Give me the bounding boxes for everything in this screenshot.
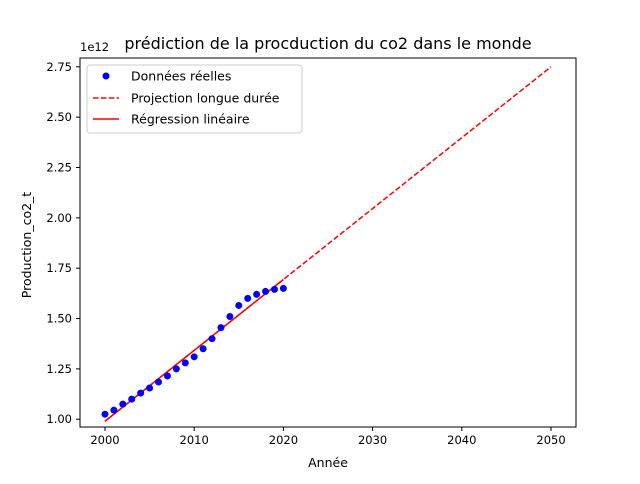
legend-marker-scatter xyxy=(102,72,110,80)
data-point xyxy=(199,345,207,353)
y-tick-label: 1.25 xyxy=(46,362,72,376)
data-point xyxy=(279,284,287,292)
data-point xyxy=(270,285,278,293)
x-tick-label: 2010 xyxy=(180,433,209,447)
x-tick-label: 2040 xyxy=(447,433,476,447)
legend: Données réelles Projection longue durée … xyxy=(86,64,303,134)
x-axis-label: Année xyxy=(308,455,348,470)
data-point xyxy=(137,389,145,397)
y-tick-label: 1.50 xyxy=(46,312,72,326)
y-tick-label: 2.25 xyxy=(46,160,72,174)
data-point xyxy=(235,301,243,309)
data-point xyxy=(244,294,252,302)
data-point xyxy=(208,335,216,343)
data-point xyxy=(253,290,261,298)
legend-label-solid: Régression linéaire xyxy=(131,112,250,127)
legend-box xyxy=(86,64,303,134)
data-point xyxy=(155,378,163,386)
x-tick-label: 2020 xyxy=(269,433,298,447)
x-tick-label: 2000 xyxy=(90,433,119,447)
axis-ticks: 2000 2010 2020 2030 2040 2050 1.00 1.25 1.50 1.75… xyxy=(46,60,565,447)
y-tick-label: 2.00 xyxy=(46,211,72,225)
plot-area xyxy=(101,66,552,422)
data-point xyxy=(217,324,225,332)
y-tick-label: 1.00 xyxy=(46,412,72,426)
data-point xyxy=(101,410,109,418)
legend-label-scatter: Données réelles xyxy=(131,69,231,84)
x-tick-label: 2050 xyxy=(536,433,565,447)
chart-title: prédiction de la procduction du co2 dans… xyxy=(124,34,531,53)
y-tick-label: 2.50 xyxy=(46,110,72,124)
data-point xyxy=(190,353,198,361)
data-point xyxy=(181,359,189,367)
data-point xyxy=(110,406,118,414)
data-point xyxy=(163,372,171,380)
y-axis-offset-label: 1e12 xyxy=(80,40,109,54)
x-tick-label: 2030 xyxy=(358,433,387,447)
data-point xyxy=(119,400,127,408)
y-tick-label: 2.75 xyxy=(46,60,72,74)
data-point xyxy=(172,365,180,373)
legend-label-dashed: Projection longue durée xyxy=(131,91,280,106)
data-point xyxy=(262,287,270,295)
axes-frame xyxy=(79,57,577,428)
data-point xyxy=(226,313,234,321)
y-tick-label: 1.75 xyxy=(46,261,72,275)
data-point xyxy=(146,384,154,392)
y-axis-label: Production_co2_t xyxy=(19,192,34,298)
data-point xyxy=(128,395,136,403)
